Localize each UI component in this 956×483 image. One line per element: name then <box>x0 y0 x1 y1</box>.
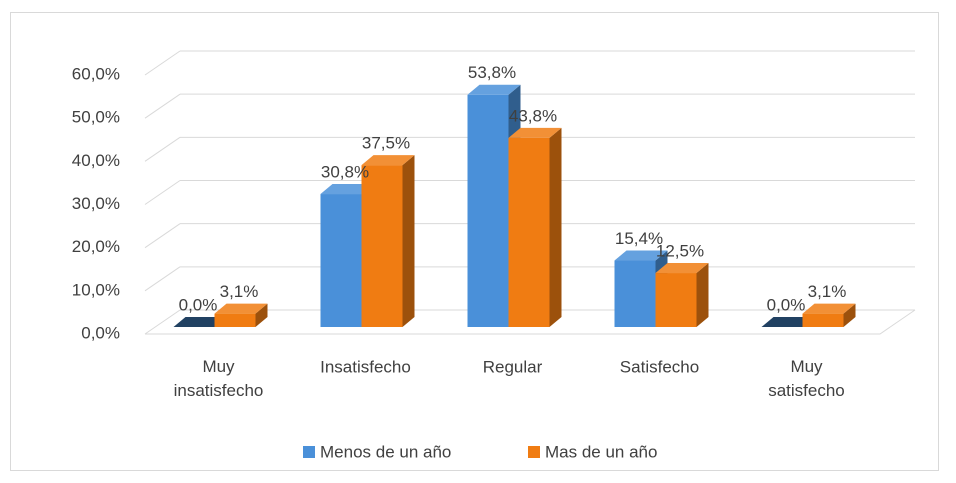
bar-side <box>255 303 268 327</box>
bar-side <box>402 155 415 327</box>
bar-top <box>761 317 815 327</box>
data-label: 3,1% <box>808 282 847 301</box>
data-label: 43,8% <box>509 106 557 125</box>
bar <box>320 194 362 327</box>
legend-swatch <box>303 446 315 458</box>
y-tick-label: 60,0% <box>72 64 120 83</box>
x-tick-label: Muy insatisfecho <box>174 357 264 400</box>
x-tick-label: Regular <box>483 357 543 376</box>
y-tick-label: 50,0% <box>72 108 120 127</box>
y-tick-label: 40,0% <box>72 151 120 170</box>
bar-top <box>508 127 562 138</box>
legend-swatch <box>528 446 540 458</box>
data-label: 30,8% <box>321 163 369 182</box>
y-tick-label: 30,0% <box>72 194 120 213</box>
x-tick-label: Muy satisfecho <box>768 357 845 400</box>
grid-line <box>144 136 181 162</box>
grid-line <box>144 223 181 249</box>
x-tick-label: Insatisfecho <box>320 357 411 376</box>
bar-side <box>696 263 709 327</box>
y-tick-label: 10,0% <box>72 280 120 299</box>
grid-line <box>144 93 181 119</box>
data-label: 37,5% <box>362 134 410 153</box>
data-label: 0,0% <box>767 295 806 314</box>
bar <box>802 313 844 327</box>
y-tick-label: 0,0% <box>81 323 120 342</box>
data-label: 15,4% <box>615 229 663 248</box>
floor <box>145 309 916 335</box>
bar <box>467 94 509 327</box>
bar <box>614 260 656 327</box>
bar-top <box>467 84 521 95</box>
y-tick-label: 20,0% <box>72 237 120 256</box>
bar <box>655 273 697 327</box>
data-label: 12,5% <box>656 242 704 261</box>
grid-line <box>144 309 181 335</box>
x-tick-label: Satisfecho <box>620 357 699 376</box>
grid-line <box>144 50 181 76</box>
bar-side <box>549 127 562 328</box>
bar-top <box>214 303 268 314</box>
legend-label: Mas de un año <box>545 442 657 461</box>
bar-top <box>173 317 227 327</box>
bar <box>508 137 550 327</box>
bar <box>361 165 403 327</box>
legend-label: Menos de un año <box>320 442 451 461</box>
bar-top <box>655 263 709 274</box>
grid-line <box>144 266 181 292</box>
data-label: 3,1% <box>220 282 259 301</box>
data-label: 53,8% <box>468 63 516 82</box>
bar-top <box>361 155 415 166</box>
data-label: 0,0% <box>179 295 218 314</box>
bar-top <box>614 250 668 261</box>
bar <box>214 313 256 327</box>
bar-top <box>320 184 374 195</box>
bar-top <box>802 303 856 314</box>
grid-line <box>144 180 181 205</box>
bar-side <box>843 303 856 327</box>
